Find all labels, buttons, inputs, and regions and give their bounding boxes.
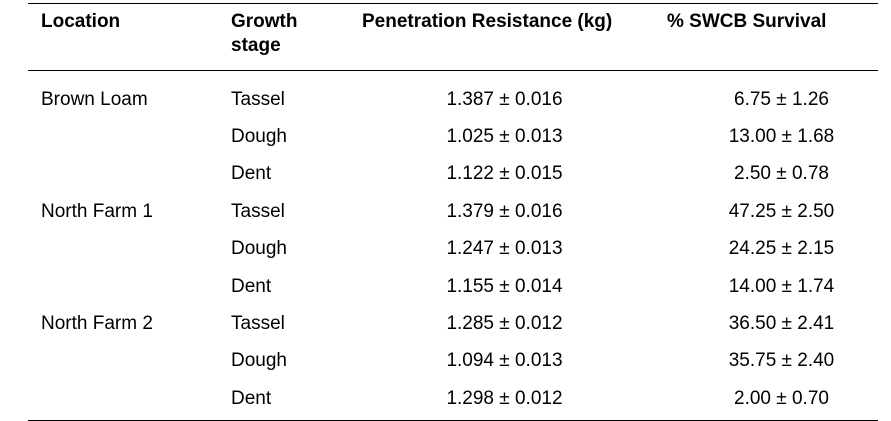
table-top-rule <box>28 3 878 4</box>
table-row: Dough 1.025 ± 0.013 13.00 ± 1.68 <box>28 118 878 155</box>
header-growth-stage-line2: stage <box>231 35 281 56</box>
table-row: Dent 1.122 ± 0.015 2.50 ± 0.78 <box>28 156 878 193</box>
header-location: Location <box>41 11 121 32</box>
cell-growth-stage: Dough <box>231 238 287 260</box>
cell-growth-stage: Tassel <box>231 88 285 110</box>
header-swcb-survival: % SWCB Survival <box>667 11 827 32</box>
cell-location: North Farm 1 <box>41 200 153 222</box>
table-row: Dough 1.247 ± 0.013 24.25 ± 2.15 <box>28 231 878 268</box>
table-row: North Farm 2 Tassel 1.285 ± 0.012 36.50 … <box>28 305 878 342</box>
cell-survival: 13.00 ± 1.68 <box>728 126 835 148</box>
table-row: Dough 1.094 ± 0.013 35.75 ± 2.40 <box>28 343 878 380</box>
cell-growth-stage: Tassel <box>231 313 285 335</box>
header-growth-stage: Growth stage <box>218 10 350 58</box>
cell-penetration: 1.094 ± 0.013 <box>446 350 563 372</box>
cell-growth-stage: Dough <box>231 126 287 148</box>
cell-penetration: 1.387 ± 0.016 <box>446 88 563 110</box>
table-row: Dent 1.155 ± 0.014 14.00 ± 1.74 <box>28 268 878 305</box>
cell-penetration: 1.155 ± 0.014 <box>446 275 563 297</box>
table-bottom-rule <box>28 419 878 421</box>
cell-penetration: 1.379 ± 0.016 <box>446 200 563 222</box>
data-table: Location Growth stage Penetration Resist… <box>28 3 878 421</box>
cell-growth-stage: Dent <box>231 163 272 185</box>
cell-growth-stage: Dent <box>231 387 272 409</box>
header-growth-stage-line1: Growth <box>231 11 298 32</box>
table-row: North Farm 1 Tassel 1.379 ± 0.016 47.25 … <box>28 193 878 230</box>
cell-survival: 36.50 ± 2.41 <box>728 313 835 335</box>
table-row: Dent 1.298 ± 0.012 2.00 ± 0.70 <box>28 380 878 417</box>
cell-penetration: 1.298 ± 0.012 <box>446 387 563 409</box>
cell-survival: 47.25 ± 2.50 <box>728 200 835 222</box>
header-penetration-resistance: Penetration Resistance (kg) <box>362 11 613 32</box>
cell-penetration: 1.122 ± 0.015 <box>446 163 563 185</box>
table-header-rule <box>28 70 878 71</box>
table-header-row: Location Growth stage Penetration Resist… <box>28 4 878 66</box>
table-body: Brown Loam Tassel 1.387 ± 0.016 6.75 ± 1… <box>28 71 878 418</box>
cell-survival: 35.75 ± 2.40 <box>728 350 835 372</box>
cell-penetration: 1.285 ± 0.012 <box>446 313 563 335</box>
cell-survival: 14.00 ± 1.74 <box>728 275 835 297</box>
cell-survival: 2.00 ± 0.70 <box>734 387 829 409</box>
cell-growth-stage: Dough <box>231 350 287 372</box>
table-row: Brown Loam Tassel 1.387 ± 0.016 6.75 ± 1… <box>28 81 878 118</box>
cell-growth-stage: Tassel <box>231 200 285 222</box>
cell-survival: 2.50 ± 0.78 <box>734 163 829 185</box>
cell-survival: 6.75 ± 1.26 <box>734 88 829 110</box>
cell-location: North Farm 2 <box>41 313 153 335</box>
cell-penetration: 1.025 ± 0.013 <box>446 126 563 148</box>
cell-growth-stage: Dent <box>231 275 272 297</box>
cell-survival: 24.25 ± 2.15 <box>728 238 835 260</box>
cell-location: Brown Loam <box>41 88 148 110</box>
cell-penetration: 1.247 ± 0.013 <box>446 238 563 260</box>
